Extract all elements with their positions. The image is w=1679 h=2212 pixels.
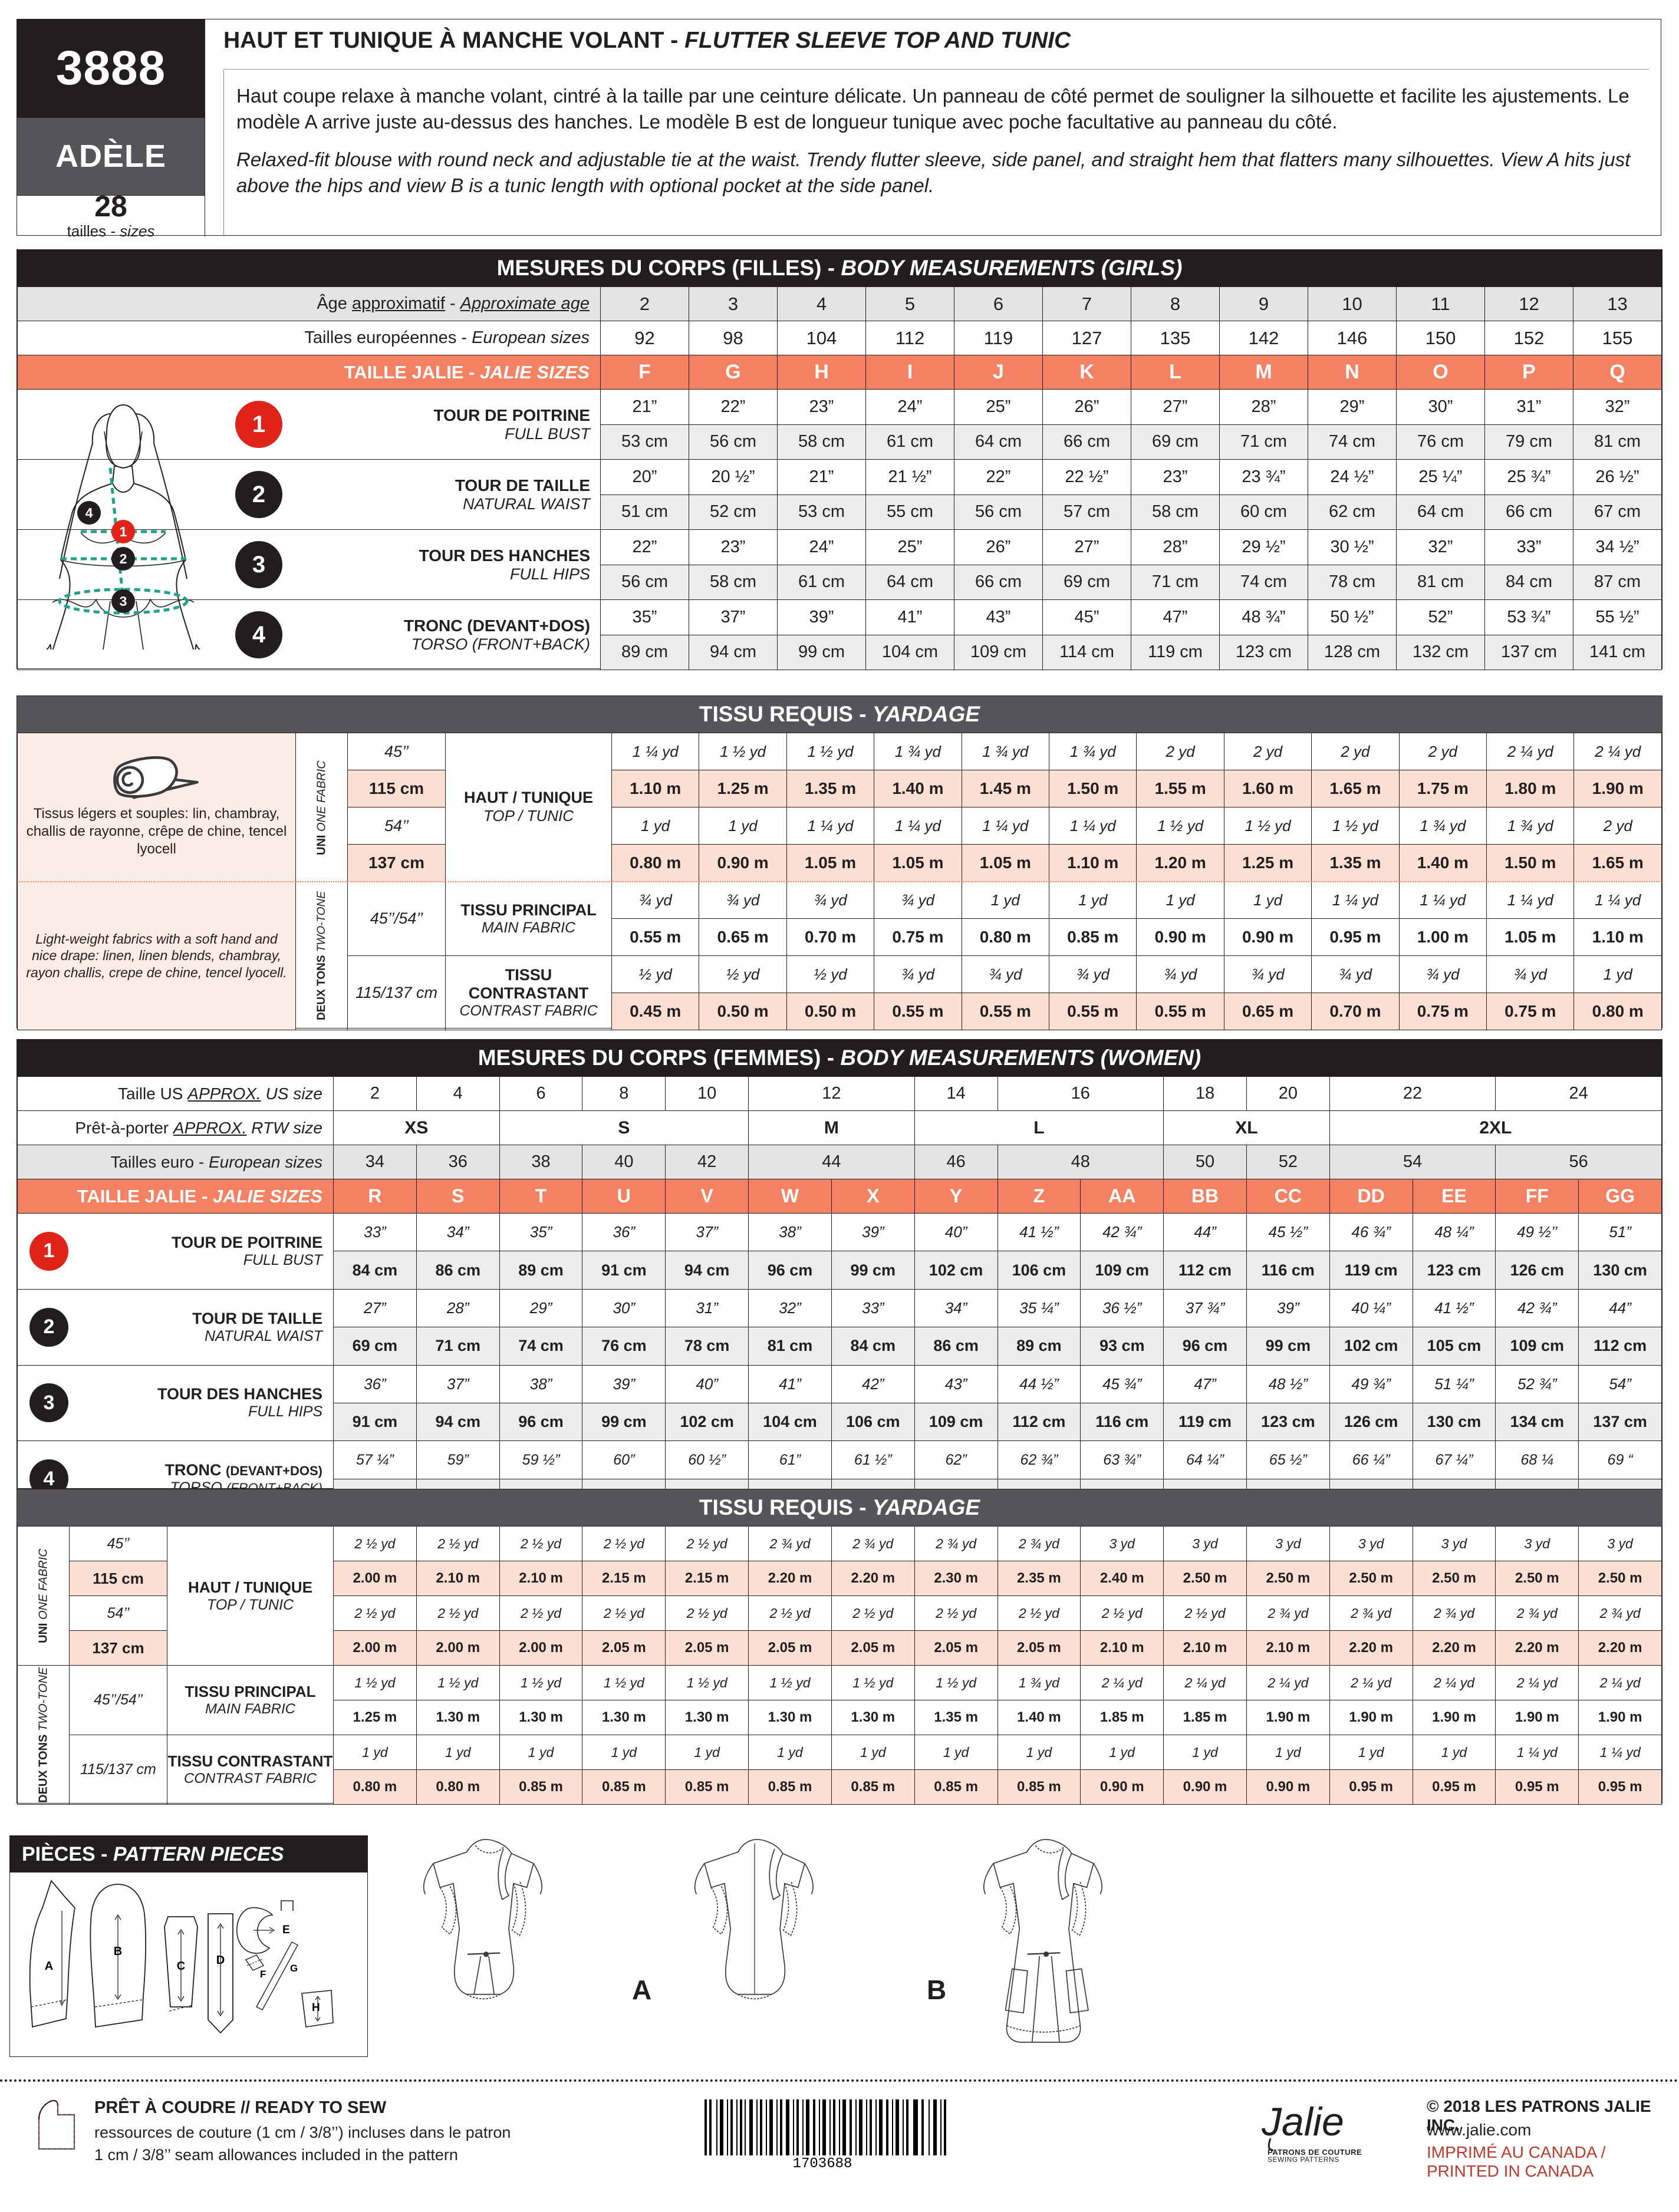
svg-text:G: G	[290, 1963, 298, 1974]
svg-text:F: F	[260, 1969, 266, 1980]
svg-text:Jalie: Jalie	[1262, 2099, 1344, 2144]
svg-text:2: 2	[120, 551, 127, 566]
svg-text:3: 3	[120, 594, 127, 609]
svg-text:SEWING PATTERNS: SEWING PATTERNS	[1268, 2155, 1339, 2162]
svg-text:1703688: 1703688	[793, 2156, 852, 2170]
svg-text:1: 1	[120, 524, 127, 539]
svg-text:4: 4	[85, 505, 93, 520]
svg-text:E: E	[282, 1924, 290, 1936]
svg-text:A: A	[45, 1960, 53, 1973]
svg-text:H: H	[312, 2002, 320, 2014]
